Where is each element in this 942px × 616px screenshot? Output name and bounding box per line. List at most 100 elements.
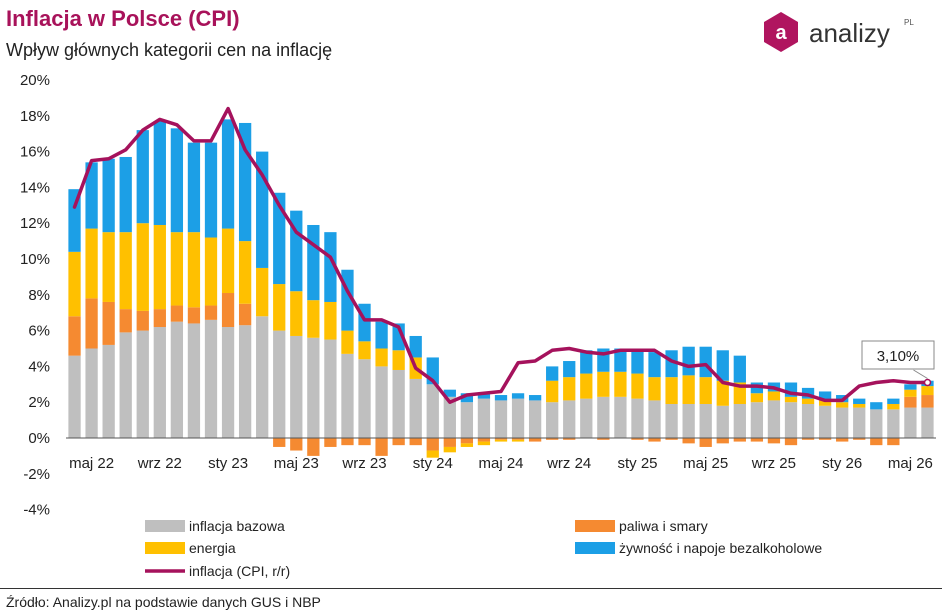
bar-segment (887, 409, 900, 438)
bar-segment (238, 325, 252, 438)
chart-title: Inflacja w Polsce (CPI) (6, 6, 240, 31)
bar-segment (170, 128, 184, 233)
bar-segment (682, 438, 695, 444)
bar-segment (187, 307, 201, 324)
bar-segment (699, 403, 712, 438)
bar-segment (426, 450, 439, 458)
bar-segment (648, 400, 661, 438)
bar-segment (921, 407, 934, 438)
bar-segment (494, 438, 508, 440)
bar-segment (716, 350, 729, 381)
bar-segment (153, 327, 166, 438)
bar-segment (511, 393, 525, 399)
bar-segment (494, 395, 508, 401)
bar-segment (358, 438, 371, 446)
bar-segment (170, 232, 184, 306)
bar-segment (460, 443, 474, 447)
bar-segment (170, 305, 184, 322)
bar-segment (665, 438, 678, 440)
legend-label: inflacja (CPI, r/r) (189, 563, 290, 579)
legend: inflacja bazowa paliwa i smary energia żywn… (145, 518, 822, 579)
bar-segment (750, 393, 764, 403)
bar-segment (818, 438, 832, 440)
bar-segment (767, 438, 781, 444)
bar-segment (102, 301, 115, 345)
bar-segment (136, 310, 149, 331)
bar-segment (460, 402, 474, 438)
bar-segment (699, 377, 712, 404)
bar-segment (68, 316, 81, 356)
bar-segment (733, 438, 746, 442)
bar-segment (85, 228, 98, 299)
legend-label: energia (189, 540, 236, 556)
bar-segment (136, 130, 149, 224)
bar-segment (460, 393, 474, 403)
x-tick-label: sty 25 (617, 455, 657, 472)
y-tick-label: 8% (28, 287, 50, 304)
bar-segment (68, 189, 81, 252)
bar-segment (784, 396, 798, 403)
bar-segment (273, 438, 286, 447)
bar-segment (119, 232, 132, 310)
bar-segment (392, 350, 405, 370)
stacked-bars (68, 119, 934, 458)
bar-segment (273, 192, 286, 285)
bar-segment (563, 377, 576, 401)
bar-segment (204, 142, 218, 238)
bar-segment (324, 232, 337, 302)
bar-segment (256, 316, 269, 438)
bar-segment (119, 156, 132, 233)
bar-segment (801, 438, 815, 440)
bar-segment (119, 309, 132, 333)
bar-segment (853, 407, 866, 438)
x-tick-label: sty 23 (208, 455, 248, 472)
bar-segment (563, 400, 576, 438)
bar-segment (307, 337, 320, 438)
y-tick-label: 14% (20, 179, 50, 196)
bar-segment (324, 301, 337, 340)
bar-segment (546, 438, 559, 440)
legend-swatch (575, 520, 615, 532)
annotation-label: 3,10% (877, 348, 920, 365)
x-tick-label: maj 24 (478, 455, 523, 472)
bar-segment (68, 251, 81, 317)
y-tick-label: 4% (28, 358, 50, 375)
bar-segment (682, 375, 695, 404)
chart-subtitle: Wpływ głównych kategorii cen na inflację (6, 40, 333, 60)
last-point-marker (923, 378, 932, 387)
bar-segment (904, 407, 917, 438)
bar-segment (631, 398, 644, 438)
y-tick-label: 2% (28, 394, 50, 411)
bar-segment (853, 403, 866, 408)
bar-segment (921, 395, 934, 408)
bar-segment (341, 330, 354, 354)
legend-swatch (145, 520, 185, 532)
bar-segment (187, 142, 201, 233)
bar-segment (409, 378, 422, 438)
bar-segment (528, 400, 542, 438)
bar-segment (801, 398, 815, 404)
bar-segment (477, 398, 491, 438)
bar-segment (477, 438, 491, 442)
bar-segment (238, 303, 252, 326)
bar-segment (119, 332, 132, 438)
x-tick-label: maj 22 (69, 455, 114, 472)
bar-segment (187, 232, 201, 308)
bar-segment (136, 223, 149, 311)
bar-segment (818, 405, 832, 438)
bar-segment (818, 400, 832, 406)
bar-segment (85, 348, 98, 438)
bar-segment (682, 403, 695, 438)
y-tick-label: 18% (20, 108, 50, 125)
bar-segment (836, 407, 849, 438)
bar-segment (187, 323, 201, 438)
bar-segment (153, 309, 166, 328)
bar-segment (648, 377, 661, 401)
bar-segment (750, 438, 764, 442)
bar-segment (273, 284, 286, 331)
logo-suffix: PL (904, 18, 914, 27)
bar-segment (409, 438, 422, 446)
bar-segment (136, 330, 149, 438)
bar-segment (631, 373, 644, 399)
